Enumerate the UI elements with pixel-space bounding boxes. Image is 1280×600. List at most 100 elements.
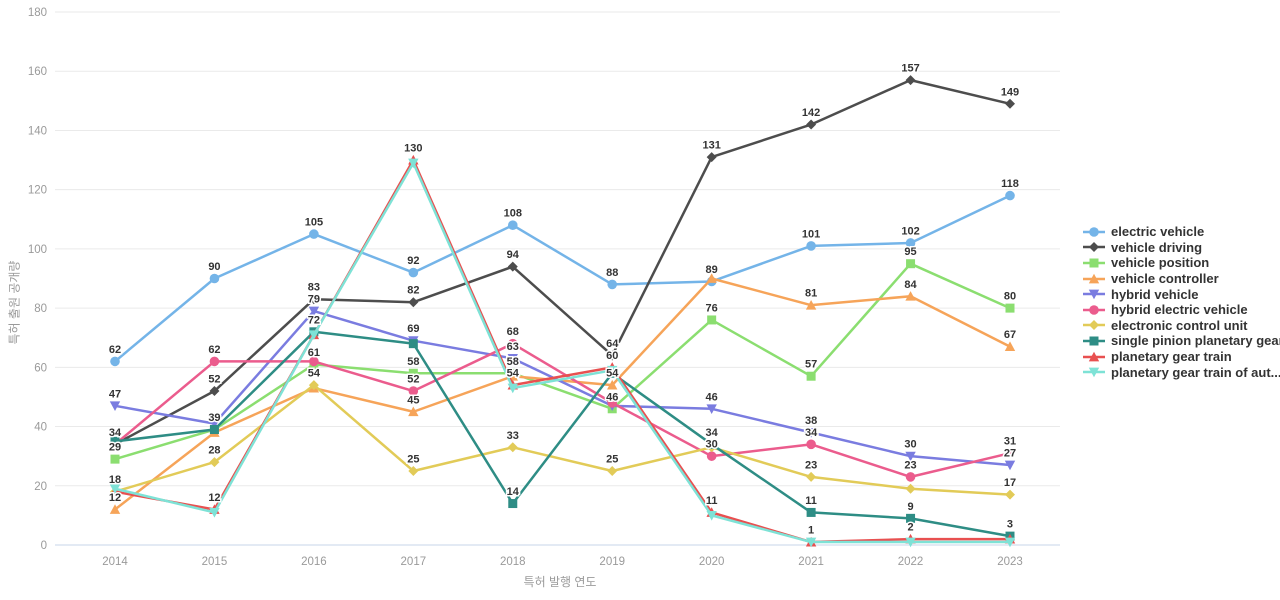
data-point-marker[interactable] <box>905 291 916 301</box>
data-point-marker[interactable] <box>209 419 220 429</box>
data-point-marker[interactable] <box>507 354 518 364</box>
series-line[interactable] <box>113 262 1012 461</box>
data-point-marker[interactable] <box>109 401 121 412</box>
data-point-marker[interactable] <box>1088 367 1100 378</box>
data-point-marker[interactable] <box>209 508 220 518</box>
data-point-marker[interactable] <box>308 380 319 391</box>
data-point-marker[interactable] <box>110 436 120 446</box>
data-point-marker[interactable] <box>408 368 418 378</box>
data-point-marker[interactable] <box>806 507 816 517</box>
data-point-marker[interactable] <box>607 398 618 408</box>
data-point-marker[interactable] <box>110 356 120 367</box>
data-point-marker[interactable] <box>905 483 916 494</box>
data-point-marker[interactable] <box>1004 341 1016 352</box>
legend-item[interactable]: electronic control unit <box>1082 318 1280 334</box>
data-point-marker[interactable] <box>706 273 717 283</box>
series-line[interactable] <box>113 342 1012 479</box>
data-point-marker[interactable] <box>209 273 220 284</box>
data-point-marker[interactable] <box>209 425 219 435</box>
data-point-marker[interactable] <box>507 220 518 230</box>
data-point-marker[interactable] <box>905 75 916 86</box>
data-point-marker[interactable] <box>1089 336 1099 346</box>
data-point-marker[interactable] <box>507 261 518 272</box>
data-point-marker[interactable] <box>1089 320 1099 331</box>
data-point-marker[interactable] <box>1089 258 1099 268</box>
data-point-marker[interactable] <box>308 330 320 340</box>
data-point-marker[interactable] <box>706 510 717 521</box>
data-point-marker[interactable] <box>408 158 419 169</box>
data-point-marker[interactable] <box>806 241 816 251</box>
data-point-marker[interactable] <box>408 406 419 417</box>
data-point-marker[interactable] <box>209 457 220 468</box>
series-line[interactable] <box>113 161 1012 544</box>
data-point-marker[interactable] <box>1004 98 1015 109</box>
data-point-marker[interactable] <box>1088 273 1100 283</box>
data-point-marker[interactable] <box>408 465 419 476</box>
data-point-marker[interactable] <box>1088 351 1100 361</box>
series-line[interactable] <box>113 277 1012 511</box>
data-point-marker[interactable] <box>905 238 916 248</box>
data-point-marker[interactable] <box>1088 289 1100 300</box>
data-point-marker[interactable] <box>507 442 518 453</box>
data-point-marker[interactable] <box>308 306 320 317</box>
data-point-marker[interactable] <box>1089 226 1099 237</box>
legend-item[interactable]: planetary gear train of aut... <box>1082 364 1280 380</box>
data-point-marker[interactable] <box>309 356 319 367</box>
data-point-marker[interactable] <box>507 383 518 394</box>
data-point-marker[interactable] <box>408 386 419 396</box>
legend-item[interactable]: planetary gear train <box>1082 349 1280 365</box>
data-point-marker[interactable] <box>1004 489 1015 500</box>
data-point-marker[interactable] <box>706 404 717 414</box>
legend-item[interactable]: vehicle controller <box>1082 271 1280 287</box>
legend-item[interactable]: hybrid vehicle <box>1082 286 1280 302</box>
data-point-marker[interactable] <box>607 379 618 390</box>
legend-item[interactable]: single pinion planetary gear <box>1082 333 1280 349</box>
data-point-marker[interactable] <box>1089 304 1099 315</box>
legend-item[interactable]: electric vehicle <box>1082 224 1280 240</box>
data-point-marker[interactable] <box>607 465 618 476</box>
series-line[interactable] <box>113 194 1012 363</box>
data-point-marker[interactable] <box>1089 242 1099 253</box>
data-point-marker[interactable] <box>905 451 916 462</box>
data-point-marker[interactable] <box>706 152 717 163</box>
data-point-marker[interactable] <box>805 428 817 438</box>
data-point-marker[interactable] <box>1005 448 1015 459</box>
data-point-marker[interactable] <box>309 229 319 239</box>
data-point-marker[interactable] <box>1004 460 1016 471</box>
data-point-marker[interactable] <box>707 315 717 325</box>
data-point-marker[interactable] <box>905 472 916 482</box>
data-point-marker[interactable] <box>408 297 419 308</box>
data-point-marker[interactable] <box>408 339 418 349</box>
data-point-marker[interactable] <box>1005 303 1015 313</box>
data-point-marker[interactable] <box>408 267 419 278</box>
legend-item[interactable]: hybrid electric vehicle <box>1082 302 1280 318</box>
data-point-marker[interactable] <box>308 294 319 305</box>
data-point-marker[interactable] <box>806 471 817 482</box>
data-point-marker[interactable] <box>805 537 817 548</box>
data-point-marker[interactable] <box>1005 190 1015 201</box>
data-point-marker[interactable] <box>209 386 220 397</box>
series-line[interactable] <box>113 330 1012 538</box>
data-point-marker[interactable] <box>906 513 916 523</box>
data-point-marker[interactable] <box>806 119 817 130</box>
data-point-marker[interactable] <box>109 504 121 514</box>
data-point-marker[interactable] <box>607 365 618 376</box>
data-point-marker[interactable] <box>607 279 618 290</box>
data-point-marker[interactable] <box>508 499 518 509</box>
legend-item[interactable]: vehicle position <box>1082 255 1280 271</box>
data-point-marker[interactable] <box>507 338 518 349</box>
data-point-marker[interactable] <box>607 350 618 361</box>
series-line[interactable] <box>113 78 1012 446</box>
series-line[interactable] <box>113 309 1012 467</box>
data-point-marker[interactable] <box>906 259 916 269</box>
data-point-marker[interactable] <box>806 371 816 381</box>
data-point-marker[interactable] <box>707 439 717 449</box>
data-point-marker[interactable] <box>209 356 220 367</box>
legend-item[interactable]: vehicle driving <box>1082 240 1280 256</box>
data-point-marker[interactable] <box>110 454 120 464</box>
data-point-marker[interactable] <box>109 484 121 494</box>
data-point-marker[interactable] <box>1004 537 1016 548</box>
data-point-marker[interactable] <box>805 299 817 310</box>
data-point-marker[interactable] <box>706 451 717 461</box>
data-point-marker[interactable] <box>806 439 816 450</box>
